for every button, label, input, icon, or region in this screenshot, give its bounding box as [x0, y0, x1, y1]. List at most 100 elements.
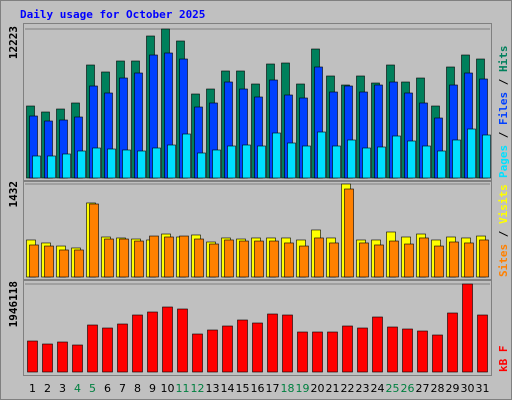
x-tick-label: 10: [161, 382, 175, 395]
bar: [89, 203, 99, 278]
x-tick-label: 9: [149, 382, 156, 395]
bar: [437, 150, 446, 179]
y-tick-label: 1432: [7, 181, 20, 208]
x-tick-label: 18: [281, 382, 295, 395]
x-tick-label: 16: [251, 382, 265, 395]
bar: [77, 150, 86, 179]
bar: [222, 325, 233, 373]
x-tick-label: 2: [44, 382, 51, 395]
legend-separator: /: [497, 72, 510, 92]
bar: [477, 314, 488, 373]
legend-entry: kB F: [497, 346, 510, 373]
bar: [452, 139, 461, 179]
legend-entry: Hits: [497, 46, 510, 73]
bar: [177, 308, 188, 373]
panel-frames: [23, 23, 492, 376]
x-tick-label: 24: [371, 382, 385, 395]
x-tick-label: 17: [266, 382, 280, 395]
bar: [344, 188, 354, 278]
bar: [402, 328, 413, 373]
bar: [447, 312, 458, 373]
bar: [107, 148, 116, 179]
legend-separator: /: [497, 125, 510, 145]
bar: [102, 327, 113, 373]
bar: [119, 238, 129, 278]
bar: [149, 235, 159, 278]
bar: [132, 314, 143, 373]
bar: [122, 149, 131, 179]
bar: [74, 249, 84, 278]
x-tick-label: 29: [446, 382, 460, 395]
bar: [62, 153, 71, 179]
bar: [312, 331, 323, 373]
bar: [42, 343, 53, 373]
legend: kB F: [497, 346, 510, 373]
bar: [207, 329, 218, 373]
y-tick-label: 12223: [7, 26, 20, 59]
bar: [314, 237, 324, 278]
bar: [299, 245, 309, 278]
bar: [327, 331, 338, 373]
x-tick-label: 13: [206, 382, 220, 395]
x-tick-label: 4: [74, 382, 81, 395]
bar: [419, 237, 429, 278]
bar: [194, 238, 204, 278]
bar: [59, 249, 69, 278]
bar: [252, 322, 263, 373]
bar: [422, 145, 431, 179]
bar: [164, 236, 174, 278]
bar: [117, 323, 128, 373]
bar: [417, 330, 428, 373]
bar: [32, 155, 41, 179]
bar: [407, 140, 416, 179]
x-tick-label: 12: [191, 382, 205, 395]
x-tick-label: 31: [476, 382, 490, 395]
bar: [479, 239, 489, 278]
x-tick-label: 25: [386, 382, 400, 395]
bar: [72, 344, 83, 373]
bar: [329, 242, 339, 278]
bar: [392, 135, 401, 179]
x-tick-label: 22: [341, 382, 355, 395]
bar: [387, 326, 398, 373]
bar: [162, 306, 173, 373]
x-tick-label: 5: [89, 382, 96, 395]
x-tick-label: 7: [119, 382, 126, 395]
bar: [284, 242, 294, 278]
bar: [332, 145, 341, 179]
bar: [167, 144, 176, 179]
x-tick-label: 3: [59, 382, 66, 395]
bar: [104, 238, 114, 278]
x-tick-label: 19: [296, 382, 310, 395]
x-tick-label: 26: [401, 382, 415, 395]
chart-title: Daily usage for October 2025: [20, 8, 205, 21]
bar: [449, 241, 459, 278]
bar: [44, 245, 54, 278]
bar: [359, 242, 369, 278]
bar: [462, 283, 473, 373]
bar: [254, 240, 264, 278]
legend-entry: Sites: [497, 244, 510, 277]
bar: [302, 145, 311, 179]
bar: [257, 145, 266, 179]
bar: [464, 242, 474, 278]
bar: [389, 240, 399, 278]
bar: [197, 152, 206, 179]
x-tick-label: 28: [431, 382, 445, 395]
bar: [282, 314, 293, 373]
bar: [404, 243, 414, 278]
x-tick-label: 21: [326, 382, 340, 395]
bar: [357, 327, 368, 373]
bar: [224, 239, 234, 278]
legend-entry: Files: [497, 92, 510, 125]
bar: [272, 132, 281, 179]
bar: [92, 147, 101, 179]
bar: [29, 244, 39, 278]
bar: [377, 146, 386, 179]
y-tick-label: 1946118: [7, 281, 20, 327]
bar: [482, 134, 491, 179]
bar: [342, 325, 353, 373]
bar: [57, 341, 68, 373]
